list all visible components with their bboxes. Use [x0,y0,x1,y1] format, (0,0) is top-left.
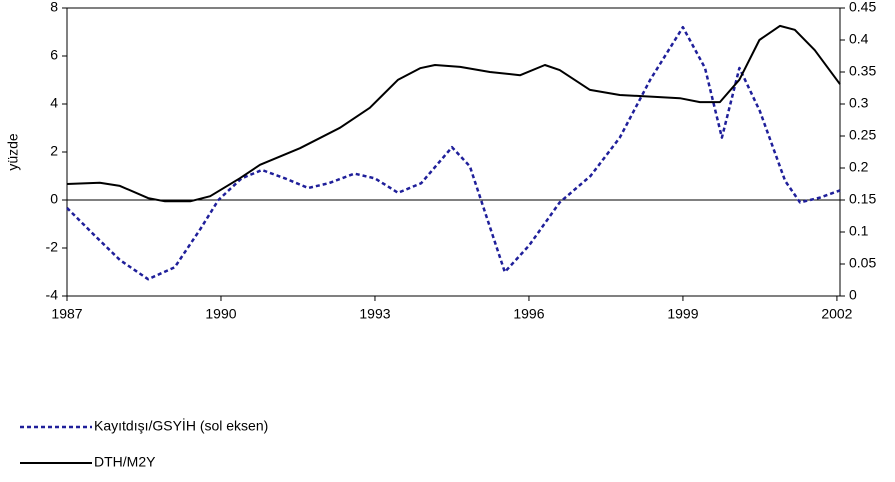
x-tick-label: 1999 [667,306,698,322]
y-tick-label: 2 [50,143,58,159]
y-axis-label: yüzde [5,133,21,171]
y-tick-label: 4 [50,95,58,111]
x-tick-label: 1993 [359,306,390,322]
x-tick-label: 1990 [205,306,236,322]
x-tick-label: 2002 [821,306,852,322]
x-tick-label: 1996 [513,306,544,322]
y2-tick-label: 0.3 [849,95,869,111]
y-tick-label: 0 [50,191,58,207]
y2-tick-label: 0.25 [849,127,876,143]
y2-tick-label: 0.35 [849,63,876,79]
y2-tick-label: 0.2 [849,159,869,175]
legend-label: Kayıtdışı/GSYİH (sol eksen) [94,417,268,434]
y-tick-label: 6 [50,47,58,63]
y2-tick-label: 0.45 [849,0,876,15]
series-line [66,25,841,281]
y2-tick-label: 0.15 [849,191,876,207]
x-tick-label: 1987 [51,306,82,322]
y2-tick-label: 0.1 [849,223,869,239]
y2-tick-label: 0 [849,287,857,303]
y2-tick-label: 0.05 [849,255,876,271]
series-line [66,24,841,203]
legend-label: DTH/M2Y [94,454,156,470]
y2-tick-label: 0.4 [849,31,869,47]
y-tick-label: 8 [50,0,58,15]
y-tick-label: -2 [46,239,59,255]
y-tick-label: -4 [46,287,59,303]
